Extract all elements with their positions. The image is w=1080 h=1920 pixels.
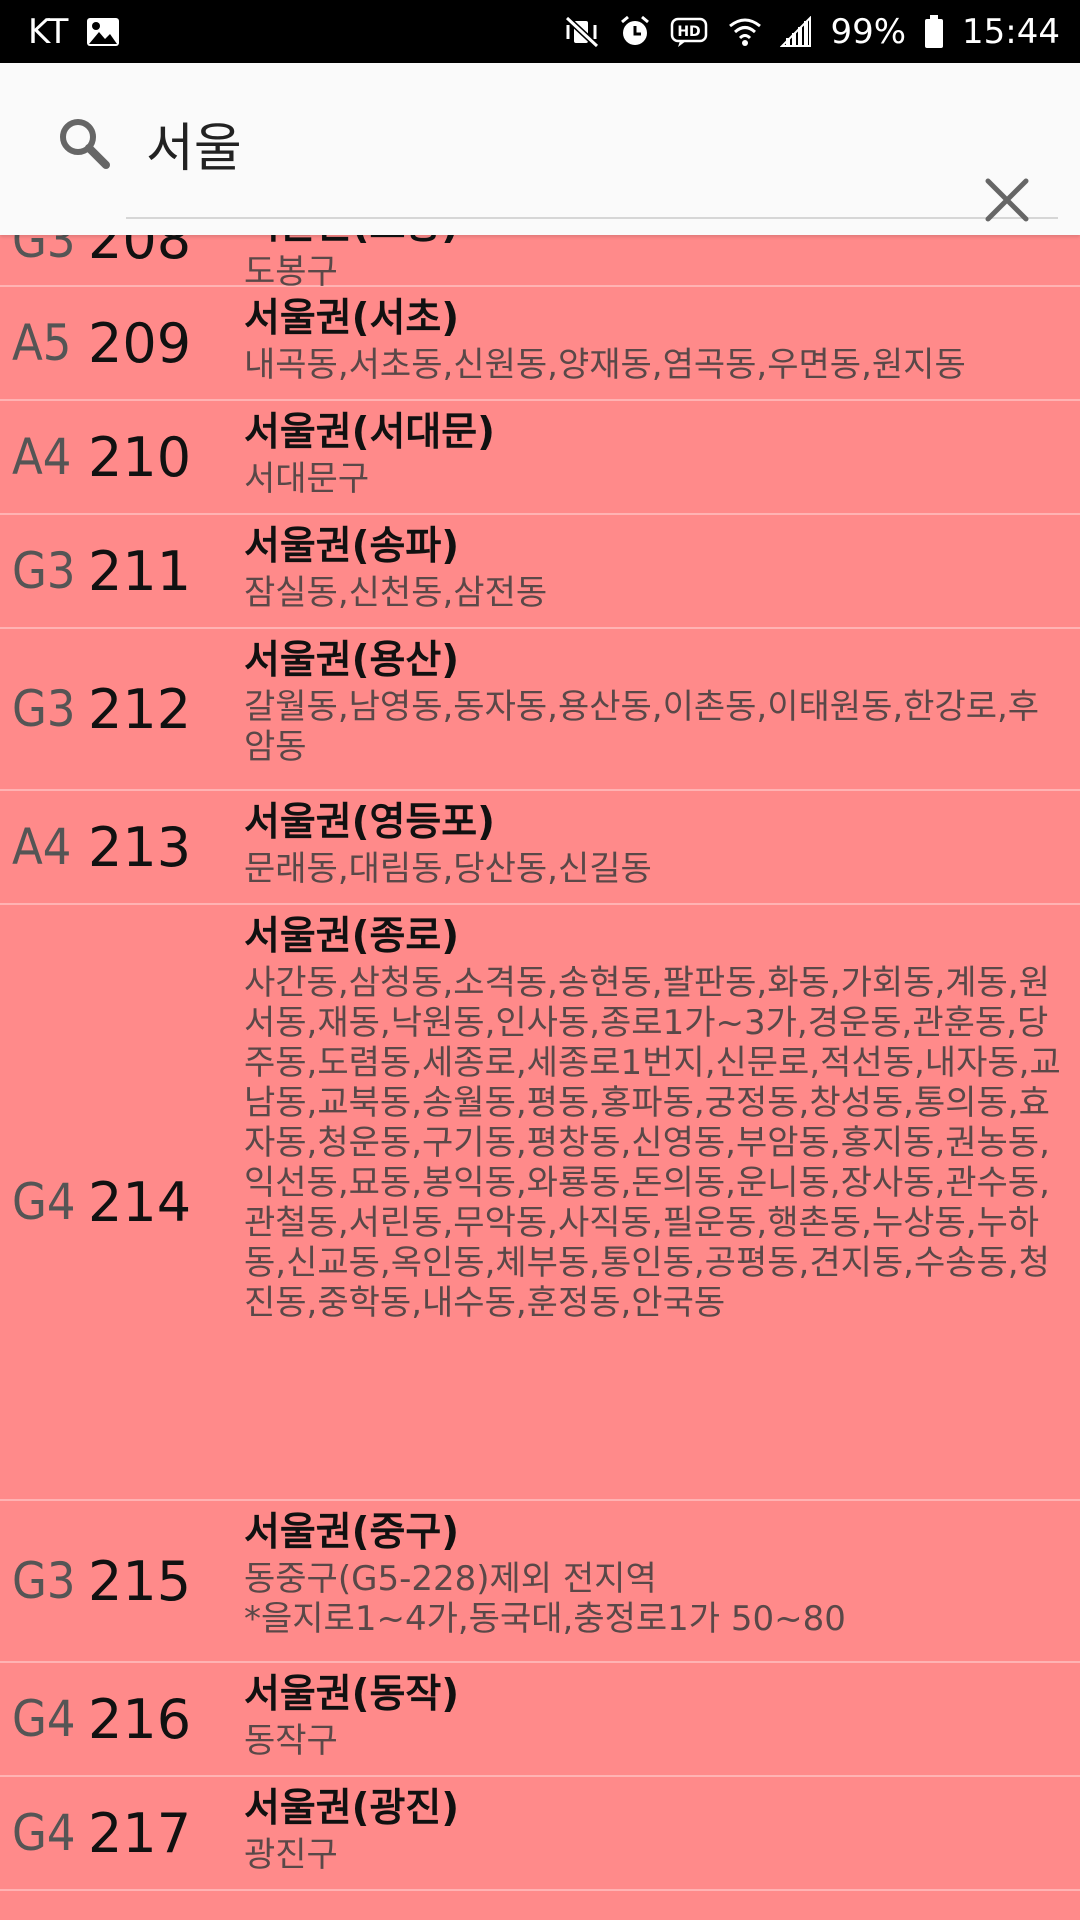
wifi-icon: [728, 16, 762, 48]
status-right: HD 99% 15:44: [564, 12, 1060, 52]
grade-label: G4: [12, 1804, 76, 1862]
row-text: 서울권(용산) 갈월동,남영동,동자동,용산동,이촌동,이태원동,한강로,후암동: [244, 629, 1070, 767]
region-areas: 문래동,대림동,당산동,신길동: [244, 849, 652, 889]
code-label: 211: [88, 539, 192, 603]
region-title: 서울권(도봉): [244, 235, 1070, 252]
search-icon[interactable]: [56, 115, 112, 171]
search-bar: [0, 63, 1080, 235]
region-title: 서울권(중구): [244, 1510, 460, 1555]
alarm-icon: [618, 15, 652, 49]
area-code-rows: G3 208 서울권(도봉) 도봉구 A5 209 서울권(서초) 내곡동,서초…: [0, 235, 1080, 1891]
grade-label: A4: [12, 818, 72, 876]
row-text: 서울권(영등포) 문래동,대림동,당산동,신길동: [244, 791, 1070, 889]
grade-label: G4: [12, 1173, 76, 1231]
area-code-list[interactable]: G3 208 서울권(도봉) 도봉구 A5 209 서울권(서초) 내곡동,서초…: [0, 235, 1080, 1920]
signal-icon: [780, 15, 812, 48]
row-text: 서울권(종로) 사간동,삼청동,소격동,송현동,팔판동,화동,가회동,계동,원서…: [244, 905, 1070, 1323]
svg-text:HD: HD: [678, 24, 701, 40]
code-label: 216: [88, 1687, 192, 1751]
vibrate-mute-icon: [564, 15, 600, 49]
code-label: 209: [88, 311, 192, 375]
close-icon[interactable]: [982, 175, 1032, 225]
list-item-209[interactable]: A5 209 서울권(서초) 내곡동,서초동,신원동,양재동,염곡동,우면동,원…: [0, 287, 1080, 401]
row-text: 서울권(도봉) 도봉구: [244, 235, 1070, 292]
row-text: 서울권(동작) 동작구: [244, 1663, 1070, 1761]
list-item-212[interactable]: G3 212 서울권(용산) 갈월동,남영동,동자동,용산동,이촌동,이태원동,…: [0, 629, 1080, 791]
list-item-210[interactable]: A4 210 서울권(서대문) 서대문구: [0, 401, 1080, 515]
search-input[interactable]: [146, 103, 926, 183]
hd-voice-icon: HD: [670, 16, 710, 48]
region-areas: 동작구: [244, 1721, 338, 1761]
battery-percent: 99%: [830, 11, 907, 52]
grade-label: A5: [12, 314, 72, 372]
code-label: 213: [88, 815, 192, 879]
region-title: 서울권(동작): [244, 1672, 460, 1717]
row-text: 서울권(서대문) 서대문구: [244, 401, 1070, 499]
code-label: 214: [88, 1170, 192, 1234]
search-underline: [126, 217, 1058, 219]
row-text: 서울권(서초) 내곡동,서초동,신원동,양재동,염곡동,우면동,원지동: [244, 287, 1070, 385]
region-title: 서울권(서대문): [244, 410, 495, 455]
code-label: 210: [88, 425, 192, 489]
code-label: 212: [88, 677, 192, 741]
region-areas: 서대문구: [244, 459, 370, 499]
gallery-icon: [86, 17, 120, 47]
row-text: 서울권(중구) 동중구(G5-228)제외 전지역 *을지로1~4가,동국대,충…: [244, 1501, 1070, 1639]
list-item-211[interactable]: G3 211 서울권(송파) 잠실동,신천동,삼전동: [0, 515, 1080, 629]
region-areas: 광진구: [244, 1835, 338, 1875]
carrier-label: KT: [28, 11, 69, 52]
code-label: 208: [88, 235, 192, 271]
grade-label: G4: [12, 1690, 76, 1748]
region-areas: 잠실동,신천동,삼전동: [244, 573, 548, 613]
region-areas: 동중구(G5-228)제외 전지역 *을지로1~4가,동국대,충정로1가 50~…: [244, 1559, 846, 1639]
list-item-216[interactable]: G4 216 서울권(동작) 동작구: [0, 1663, 1080, 1777]
grade-label: G3: [12, 1552, 76, 1610]
region-title: 서울권(송파): [244, 524, 460, 569]
clock: 15:44: [962, 11, 1060, 52]
region-title: 서울권(영등포): [244, 800, 495, 845]
region-title: 서울권(종로): [244, 914, 460, 959]
code-label: 217: [88, 1801, 192, 1865]
list-item-213[interactable]: A4 213 서울권(영등포) 문래동,대림동,당산동,신길동: [0, 791, 1080, 905]
grade-label: A4: [12, 428, 72, 486]
region-areas: 사간동,삼청동,소격동,송현동,팔판동,화동,가회동,계동,원서동,재동,낙원동…: [244, 963, 1061, 1323]
status-bar: KT HD 99% 15:44: [0, 0, 1080, 63]
region-title: 서울권(서초): [244, 296, 460, 341]
grade-label: G3: [12, 680, 76, 738]
region-areas: 갈월동,남영동,동자동,용산동,이촌동,이태원동,한강로,후암동: [244, 687, 1040, 767]
list-item-214[interactable]: G4 214 서울권(종로) 사간동,삼청동,소격동,송현동,팔판동,화동,가회…: [0, 905, 1080, 1501]
list-item-217[interactable]: G4 217 서울권(광진) 광진구: [0, 1777, 1080, 1891]
list-item-208[interactable]: G3 208 서울권(도봉) 도봉구: [0, 235, 1080, 292]
region-areas: 내곡동,서초동,신원동,양재동,염곡동,우면동,원지동: [244, 345, 966, 385]
region-title: 서울권(용산): [244, 638, 460, 683]
grade-label: G3: [12, 542, 76, 600]
grade-label: G3: [12, 235, 76, 269]
row-text: 서울권(송파) 잠실동,신천동,삼전동: [244, 515, 1070, 613]
row-text: 서울권(광진) 광진구: [244, 1777, 1070, 1875]
battery-icon: [924, 14, 944, 49]
code-label: 215: [88, 1549, 192, 1613]
list-item-215[interactable]: G3 215 서울권(중구) 동중구(G5-228)제외 전지역 *을지로1~4…: [0, 1501, 1080, 1663]
status-left: KT: [28, 12, 120, 52]
region-areas: 도봉구: [244, 252, 338, 292]
region-title: 서울권(광진): [244, 1786, 460, 1831]
